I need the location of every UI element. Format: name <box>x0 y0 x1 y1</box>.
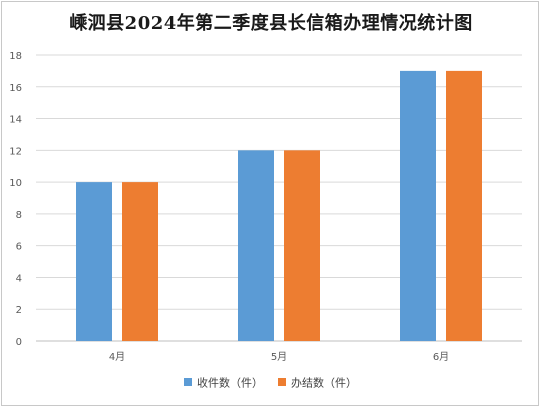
y-tick-label: 8 <box>16 210 22 221</box>
y-tick-label: 4 <box>16 273 22 284</box>
y-tick-label: 0 <box>16 337 22 348</box>
chart-title: 嵊泗县2024年第二季度县长信箱办理情况统计图 <box>69 13 473 34</box>
x-tick-label: 4月 <box>109 351 125 363</box>
y-tick-label: 10 <box>9 178 22 189</box>
legend-swatch <box>278 378 286 386</box>
bar-completed <box>284 150 320 341</box>
x-tick-label: 6月 <box>433 351 449 363</box>
y-tick-label: 6 <box>16 242 22 253</box>
y-tick-label: 2 <box>16 305 22 316</box>
y-tick-label: 12 <box>9 146 22 157</box>
y-tick-label: 14 <box>9 115 22 126</box>
legend-swatch <box>184 378 192 386</box>
legend-label: 收件数（件） <box>197 376 263 390</box>
legend-label: 办结数（件） <box>291 377 357 390</box>
bar-received <box>238 150 274 341</box>
bar-received <box>400 70 436 341</box>
bar-received <box>76 182 112 341</box>
y-tick-label: 18 <box>9 51 22 62</box>
bar-completed <box>446 70 482 341</box>
y-tick-label: 16 <box>9 83 22 94</box>
x-tick-label: 5月 <box>271 351 287 363</box>
bar-completed <box>122 182 158 341</box>
